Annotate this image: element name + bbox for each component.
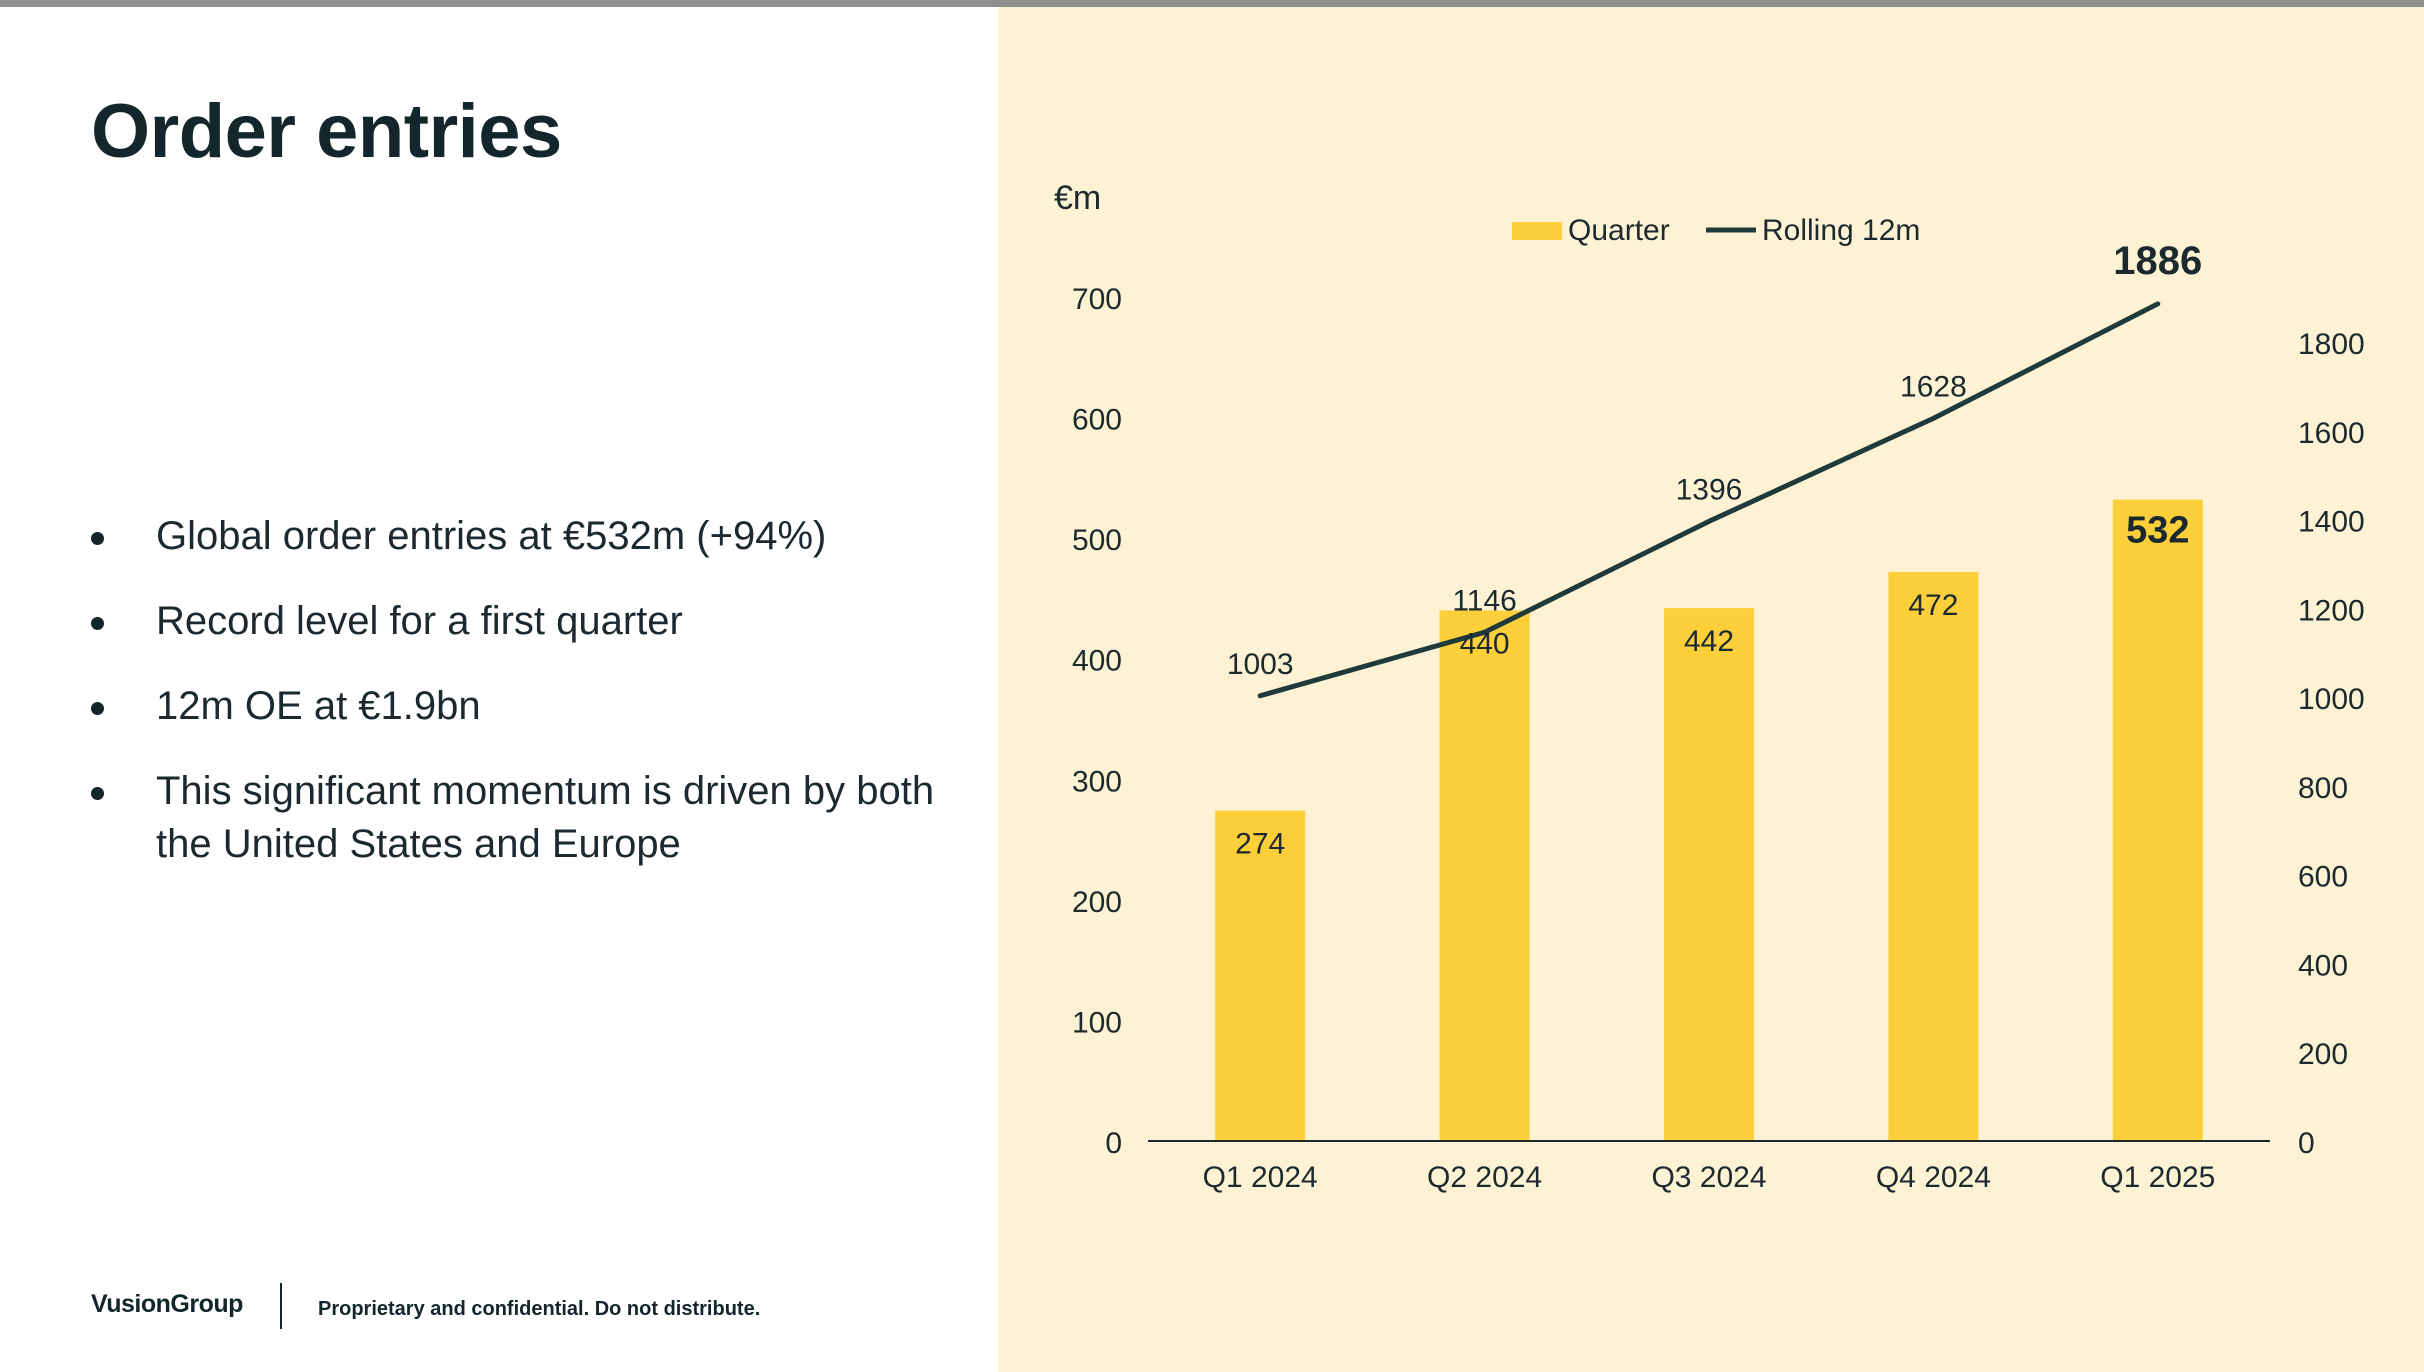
company-logo: VusionGroup xyxy=(91,1290,243,1318)
y-left-tick-label: 100 xyxy=(1072,1006,1122,1039)
bullet-dot xyxy=(91,702,104,715)
y-right-tick-label: 0 xyxy=(2298,1127,2315,1160)
x-tick-label: Q1 2025 xyxy=(2100,1161,2215,1194)
y-left-tick-label: 200 xyxy=(1072,886,1122,919)
y-right-tick-label: 1400 xyxy=(2298,506,2365,539)
bullet-dot xyxy=(91,617,104,630)
bar-data-label: 532 xyxy=(2126,510,2189,552)
y-right-tick-label: 400 xyxy=(2298,949,2348,982)
bullet-item: Record level for a first quarter xyxy=(91,595,951,648)
bar-data-label: 440 xyxy=(1460,627,1510,660)
y-right-tick-label: 200 xyxy=(2298,1038,2348,1071)
y-left-tick-label: 0 xyxy=(1105,1127,1122,1160)
line-data-label: 1886 xyxy=(2113,239,2202,283)
legend-quarter-label: Quarter xyxy=(1568,214,1670,247)
bullet-list: Global order entries at €532m (+94%) Rec… xyxy=(91,510,951,903)
line-data-label: 1003 xyxy=(1227,648,1294,681)
bullet-item: This significant momentum is driven by b… xyxy=(91,765,951,871)
x-tick-label: Q4 2024 xyxy=(1876,1161,1991,1194)
page-title: Order entries xyxy=(91,89,562,174)
bullet-text: Record level for a first quarter xyxy=(156,599,683,643)
legend-rolling-label: Rolling 12m xyxy=(1762,214,1920,247)
bar-q3-2024 xyxy=(1664,608,1754,1141)
bar-data-label: 472 xyxy=(1908,589,1958,622)
bullet-dot xyxy=(91,532,104,545)
bullet-text: This significant momentum is driven by b… xyxy=(156,769,935,866)
y-right-tick-label: 1200 xyxy=(2298,594,2365,627)
top-rule xyxy=(0,0,2424,7)
x-tick-label: Q2 2024 xyxy=(1427,1161,1542,1194)
bar-q4-2024 xyxy=(1888,571,1979,1141)
bullet-dot xyxy=(91,787,104,800)
y-left-tick-label: 700 xyxy=(1072,283,1122,316)
rolling-12m-line xyxy=(1257,301,2161,699)
line-data-label: 1396 xyxy=(1676,473,1743,506)
y-left-tick-label: 400 xyxy=(1072,645,1122,678)
legend-quarter-swatch xyxy=(1512,222,1562,240)
y-right-tick-label: 1800 xyxy=(2298,328,2365,361)
x-tick-label: Q1 2024 xyxy=(1203,1161,1318,1194)
bar-data-label: 274 xyxy=(1235,828,1285,861)
order-entries-chart: €m 0 100 200 300 400 500 600 700 0 200 400 600 800 100… xyxy=(1054,179,2365,1194)
x-tick-label: Q3 2024 xyxy=(1651,1161,1766,1194)
y-left-tick-label: 500 xyxy=(1072,524,1122,557)
y-left-tick-label: 300 xyxy=(1072,765,1122,798)
bar-data-label: 442 xyxy=(1684,625,1734,658)
y-right-tick-label: 600 xyxy=(2298,861,2348,894)
confidentiality-note: Proprietary and confidential. Do not dis… xyxy=(318,1298,761,1320)
bullet-item: Global order entries at €532m (+94%) xyxy=(91,510,951,563)
bar-q1-2024 xyxy=(1215,810,1306,1141)
y-right-tick-label: 1600 xyxy=(2298,417,2365,450)
axis-unit-label: €m xyxy=(1054,179,1101,217)
bar-q1-2025 xyxy=(2112,499,2203,1141)
bullet-item: 12m OE at €1.9bn xyxy=(91,680,951,733)
y-left-tick-label: 600 xyxy=(1072,404,1122,437)
bullet-text: Global order entries at €532m (+94%) xyxy=(156,514,827,558)
y-right-tick-label: 1000 xyxy=(2298,683,2365,716)
footer-divider xyxy=(280,1283,282,1329)
bar-q2-2024 xyxy=(1439,610,1530,1141)
y-right-tick-label: 800 xyxy=(2298,772,2348,805)
line-data-label: 1628 xyxy=(1900,370,1967,403)
line-data-label: 1146 xyxy=(1452,584,1517,617)
bullet-text: 12m OE at €1.9bn xyxy=(156,684,481,728)
